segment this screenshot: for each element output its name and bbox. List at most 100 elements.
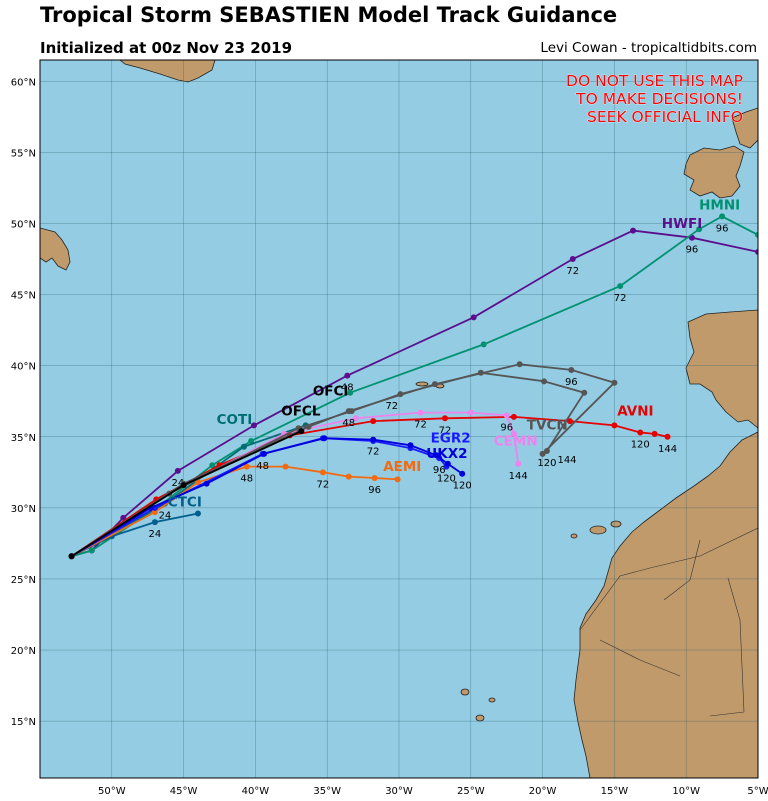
lon-tick-label: 40°W (242, 786, 270, 797)
track-point (240, 443, 247, 450)
lat-tick-label: 20°N (11, 646, 36, 657)
track-point (630, 227, 637, 234)
forecast-hour-label: 72 (566, 266, 579, 277)
scotland-landmass (731, 107, 758, 149)
model-name-ctci: CTCI (168, 494, 202, 510)
map-title: Tropical Storm SEBASTIEN Model Track Gui… (40, 3, 618, 27)
track-point (345, 408, 352, 415)
track-point (370, 436, 377, 443)
model-name-avni: AVNI (617, 403, 653, 419)
forecast-hour-label: 48 (256, 461, 269, 472)
azores-islands (415, 381, 429, 387)
track-point (151, 509, 158, 516)
track-point (664, 433, 671, 440)
lat-tick-label: 60°N (11, 77, 36, 88)
forecast-hour-label: 144 (658, 444, 677, 455)
track-point (444, 460, 451, 467)
cape-verde-islands (460, 688, 470, 696)
forecast-hour-label: 72 (317, 479, 330, 490)
track-point (394, 476, 401, 483)
track-line (71, 437, 463, 557)
land-masses (40, 60, 758, 778)
track-point (637, 429, 644, 436)
track-point (611, 379, 618, 386)
track-point (755, 231, 758, 238)
forecast-hour-label: 48 (240, 474, 253, 485)
track-point (370, 418, 377, 425)
track-point (431, 381, 438, 388)
track-point (209, 462, 216, 469)
lat-tick-label: 15°N (11, 717, 36, 728)
track-point (261, 450, 268, 457)
lon-tick-label: 35°W (313, 786, 341, 797)
lat-tick-label: 30°N (11, 504, 36, 515)
newfoundland-landmass (40, 227, 71, 271)
lat-tick-label: 25°N (11, 575, 36, 586)
forecast-hour-label: 96 (686, 245, 699, 256)
credit-line: Levi Cowan - tropicaltidbits.com (540, 40, 757, 56)
model-name-aemi: AEMI (383, 459, 421, 475)
model-name-hmni: HMNI (699, 197, 740, 213)
track-point (581, 389, 588, 396)
forecast-hour-label: 120 (437, 474, 456, 485)
track-point (617, 283, 624, 290)
forecast-hour-label: 96 (500, 422, 513, 433)
forecast-hour-label: 96 (433, 465, 446, 476)
track-point (441, 415, 448, 422)
forecast-hour-label: 24 (149, 529, 162, 540)
track-point (180, 482, 187, 489)
lon-tick-label: 10°W (672, 786, 700, 797)
lon-tick-label: 25°W (457, 786, 485, 797)
forecast-hour-label: 72 (614, 293, 627, 304)
track-point (344, 372, 351, 379)
track-point (305, 423, 312, 430)
track-point (516, 361, 523, 368)
model-name-coti: COTI (217, 412, 253, 428)
model-name-tvcn: TVCN (527, 418, 568, 434)
track-point (407, 442, 414, 449)
track-point (510, 413, 517, 420)
track-point (696, 226, 703, 233)
track-point (282, 463, 289, 470)
track-point (321, 435, 328, 442)
track-point (352, 415, 359, 422)
track-point (371, 475, 378, 482)
model-name-ukx2: UKX2 (426, 446, 467, 462)
track-point (541, 378, 548, 385)
forecast-hour-label: 24 (171, 478, 184, 489)
track-point (755, 248, 758, 255)
track-point (503, 412, 510, 419)
track-point (539, 450, 546, 457)
track-point (298, 428, 305, 435)
warning-line-3: SEEK OFFICIAL INFO (587, 108, 743, 126)
british-isles-landmass (683, 145, 745, 199)
track-avni: 72 120 144 (68, 413, 677, 560)
model-name-ofcl: OFCL (281, 403, 321, 419)
track-point (515, 460, 522, 467)
lat-tick-label: 45°N (11, 291, 36, 302)
lon-tick-label: 50°W (98, 786, 126, 797)
lon-tick-label: 5°W (747, 786, 768, 797)
forecast-hour-label: 120 (453, 481, 472, 492)
forecast-hour-label: 96 (368, 485, 381, 496)
track-point (319, 469, 326, 476)
forecast-hour-label: 48 (341, 383, 354, 394)
track-point (347, 389, 354, 396)
lon-tick-label: 45°W (170, 786, 198, 797)
track-point (250, 422, 257, 429)
track-point (510, 430, 517, 437)
warning-box: DO NOT USE THIS MAP TO MAKE DECISIONS! S… (566, 72, 744, 127)
canary-islands (589, 525, 607, 535)
lon-tick-label: 30°W (385, 786, 413, 797)
forecast-hour-label: 72 (385, 401, 398, 412)
lon-tick-label: 20°W (529, 786, 557, 797)
model-name-hwfi: HWFI (662, 216, 702, 232)
track-point (459, 470, 466, 477)
track-ofci: 48 96 (68, 361, 618, 560)
track-point (151, 519, 158, 526)
forecast-hour-label: 96 (565, 377, 578, 388)
country-borders (579, 527, 758, 717)
warning-line-2: TO MAKE DECISIONS! (575, 90, 743, 108)
model-name-ofci: OFCI (313, 384, 349, 400)
